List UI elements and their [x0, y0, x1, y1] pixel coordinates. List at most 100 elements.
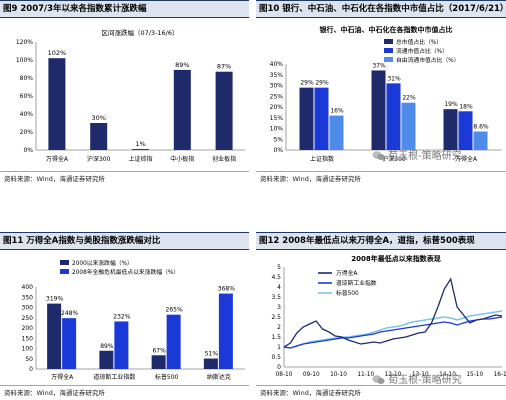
legend-label: 流通市值占比（%）: [396, 47, 448, 55]
y-tick-label: 100%: [16, 57, 33, 64]
x-tick-label: 09-10: [303, 372, 320, 378]
x-tick-label: 12-10: [385, 372, 402, 378]
watermark: 荀玉根-策略研究: [372, 371, 462, 386]
data-label: 89%: [100, 343, 114, 350]
y-tick-label: 1.5: [271, 334, 281, 341]
y-tick-label: 250: [22, 315, 34, 322]
data-label: 29%: [300, 80, 314, 87]
y-tick-label: 0.5: [271, 354, 281, 361]
chart-title: 区间涨跌幅（07/3-16/6）: [101, 28, 178, 37]
panel-title: 图11 万得全A指数与美股指数涨跌幅对比: [0, 233, 249, 249]
panel-fig12: 图12 2008年最低点以来万得全A，道指，标普500表现 2008年最低点以来…: [256, 232, 506, 400]
data-label: 1%: [135, 140, 145, 148]
divider: [0, 171, 249, 172]
legend-label: 标普500: [336, 289, 359, 297]
top-border: [0, 232, 249, 233]
x-tick-label: 上证综指: [128, 155, 152, 163]
x-tick-label: 万得全A: [455, 155, 478, 163]
watermark: 荀玉根-策略研究: [372, 147, 462, 162]
legend-swatch: [384, 48, 393, 53]
x-tick-label: 13-10: [412, 372, 429, 378]
chart-title: 2008年最低点以来指数表现: [351, 254, 440, 263]
y-tick-label: 0: [29, 366, 33, 373]
chart-fig10: 银行、中石油、中石化在各指数中市值占比总市值占比（%）流通市值占比（%）自由流通…: [270, 25, 502, 163]
legend-swatch: [60, 260, 69, 265]
data-label: 102%: [48, 49, 67, 57]
wechat-icon: [372, 375, 385, 384]
panel-fig9: 图9 2007/3年以来各指数累计涨跌幅 区间涨跌幅（07/3-16/6） 0% 2…: [0, 0, 249, 183]
y-tick-label: 4.5: [271, 274, 281, 281]
y-tick-label: 2.5: [271, 314, 281, 321]
legend-label: 道琼斯工业指数: [336, 279, 377, 287]
bar: [215, 71, 233, 150]
panel-title: 图12 2008年最低点以来万得全A，道指，标普500表现: [256, 233, 506, 249]
x-tick-label: 16-10: [494, 372, 506, 378]
data-label: 87%: [217, 63, 231, 71]
y-tick-label: 30%: [270, 83, 284, 90]
x-tick-label: 中小板指: [170, 155, 194, 163]
x-tick-label: 创业板指: [212, 155, 236, 163]
x-tick-label: 10-10: [330, 372, 347, 378]
chart-fig11: 2000以来涨跌幅（%）2008年全融危机最低点以来涨跌幅（%） 0 50 100 15…: [22, 259, 245, 381]
data-label: 29%: [315, 80, 329, 87]
y-tick-label: 4: [277, 284, 281, 291]
y-tick-label: 40%: [20, 111, 34, 118]
legend-label: 万得全A: [336, 269, 357, 277]
bar: [173, 69, 191, 150]
title-border: [256, 17, 506, 18]
source-note: 资料来源：Wind，海通证券研究所: [4, 175, 105, 183]
x-tick-label: 标普500: [155, 373, 179, 381]
x-tick-label: 沪深300: [382, 155, 406, 163]
bar: [48, 58, 66, 151]
y-tick-label: 5: [277, 264, 281, 271]
data-label: 67%: [152, 347, 166, 354]
x-tick-label: 纳斯达克: [207, 373, 231, 381]
x-tick-label: 14-10: [439, 372, 456, 378]
panel-title: 图9 2007/3年以来各指数累计涨跌幅: [0, 1, 249, 17]
y-tick-label: 80%: [20, 75, 34, 82]
x-tick-label: 万得全A: [51, 373, 74, 381]
panel-fig11: 图11 万得全A指数与美股指数涨跌幅对比 2000以来涨跌幅（%） 2008年全融…: [0, 232, 249, 400]
x-tick-label: 道琼斯工业指数: [93, 373, 135, 381]
divider: [0, 385, 249, 386]
bar: [218, 293, 233, 369]
source-note: 资料来源：Wind，海通证券研究所: [260, 175, 361, 183]
x-tick-label: 11-10: [357, 372, 374, 378]
bar: [299, 87, 314, 150]
bar: [62, 318, 77, 369]
bar: [458, 111, 473, 150]
bar: [203, 358, 218, 369]
bar: [114, 321, 129, 369]
data-label: 22%: [402, 95, 416, 102]
y-tick-label: 120%: [16, 39, 33, 46]
x-tick-label: 上证指数: [310, 155, 334, 163]
y-tick-label: 50: [25, 356, 33, 363]
y-tick-label: 60%: [20, 93, 34, 100]
y-tick-label: 20%: [270, 104, 284, 111]
y-tick-label: 20%: [20, 129, 34, 136]
data-label: 19%: [444, 101, 458, 108]
bar: [99, 350, 114, 369]
source-note: 资料来源：Wind，海通证券研究所: [260, 389, 361, 397]
source-note: 资料来源：Wind，海通证券研究所: [4, 389, 105, 397]
chart-fig12: 2008年最低点以来指数表现 0 0.5 1 1.5 2 2.5 3 3.5 4 4.5 5 08-10…: [271, 254, 506, 378]
y-tick-label: 10%: [270, 126, 284, 133]
data-label: 30%: [91, 114, 105, 122]
top-border: [256, 0, 506, 1]
y-tick-label: 0%: [273, 147, 283, 154]
y-tick-label: 15%: [270, 115, 284, 122]
y-tick-label: 0: [277, 364, 281, 371]
panel-title: 图10 银行、中石油、中石化在各指数中市值占比（2017/6/21）: [256, 1, 506, 17]
title-border: [0, 249, 249, 250]
legend-swatch: [384, 57, 393, 62]
bar: [371, 70, 386, 150]
data-label: 31%: [387, 75, 401, 82]
data-label: 319%: [46, 296, 63, 303]
bar: [166, 314, 181, 369]
data-label: 37%: [372, 62, 386, 69]
top-border: [0, 0, 249, 1]
bar: [329, 115, 344, 150]
chart-fig9: 区间涨跌幅（07/3-16/6） 0% 20% 40% 60% 80% 100% 120% 10…: [16, 28, 245, 163]
bar: [47, 303, 62, 369]
y-tick-label: 35%: [270, 72, 284, 79]
